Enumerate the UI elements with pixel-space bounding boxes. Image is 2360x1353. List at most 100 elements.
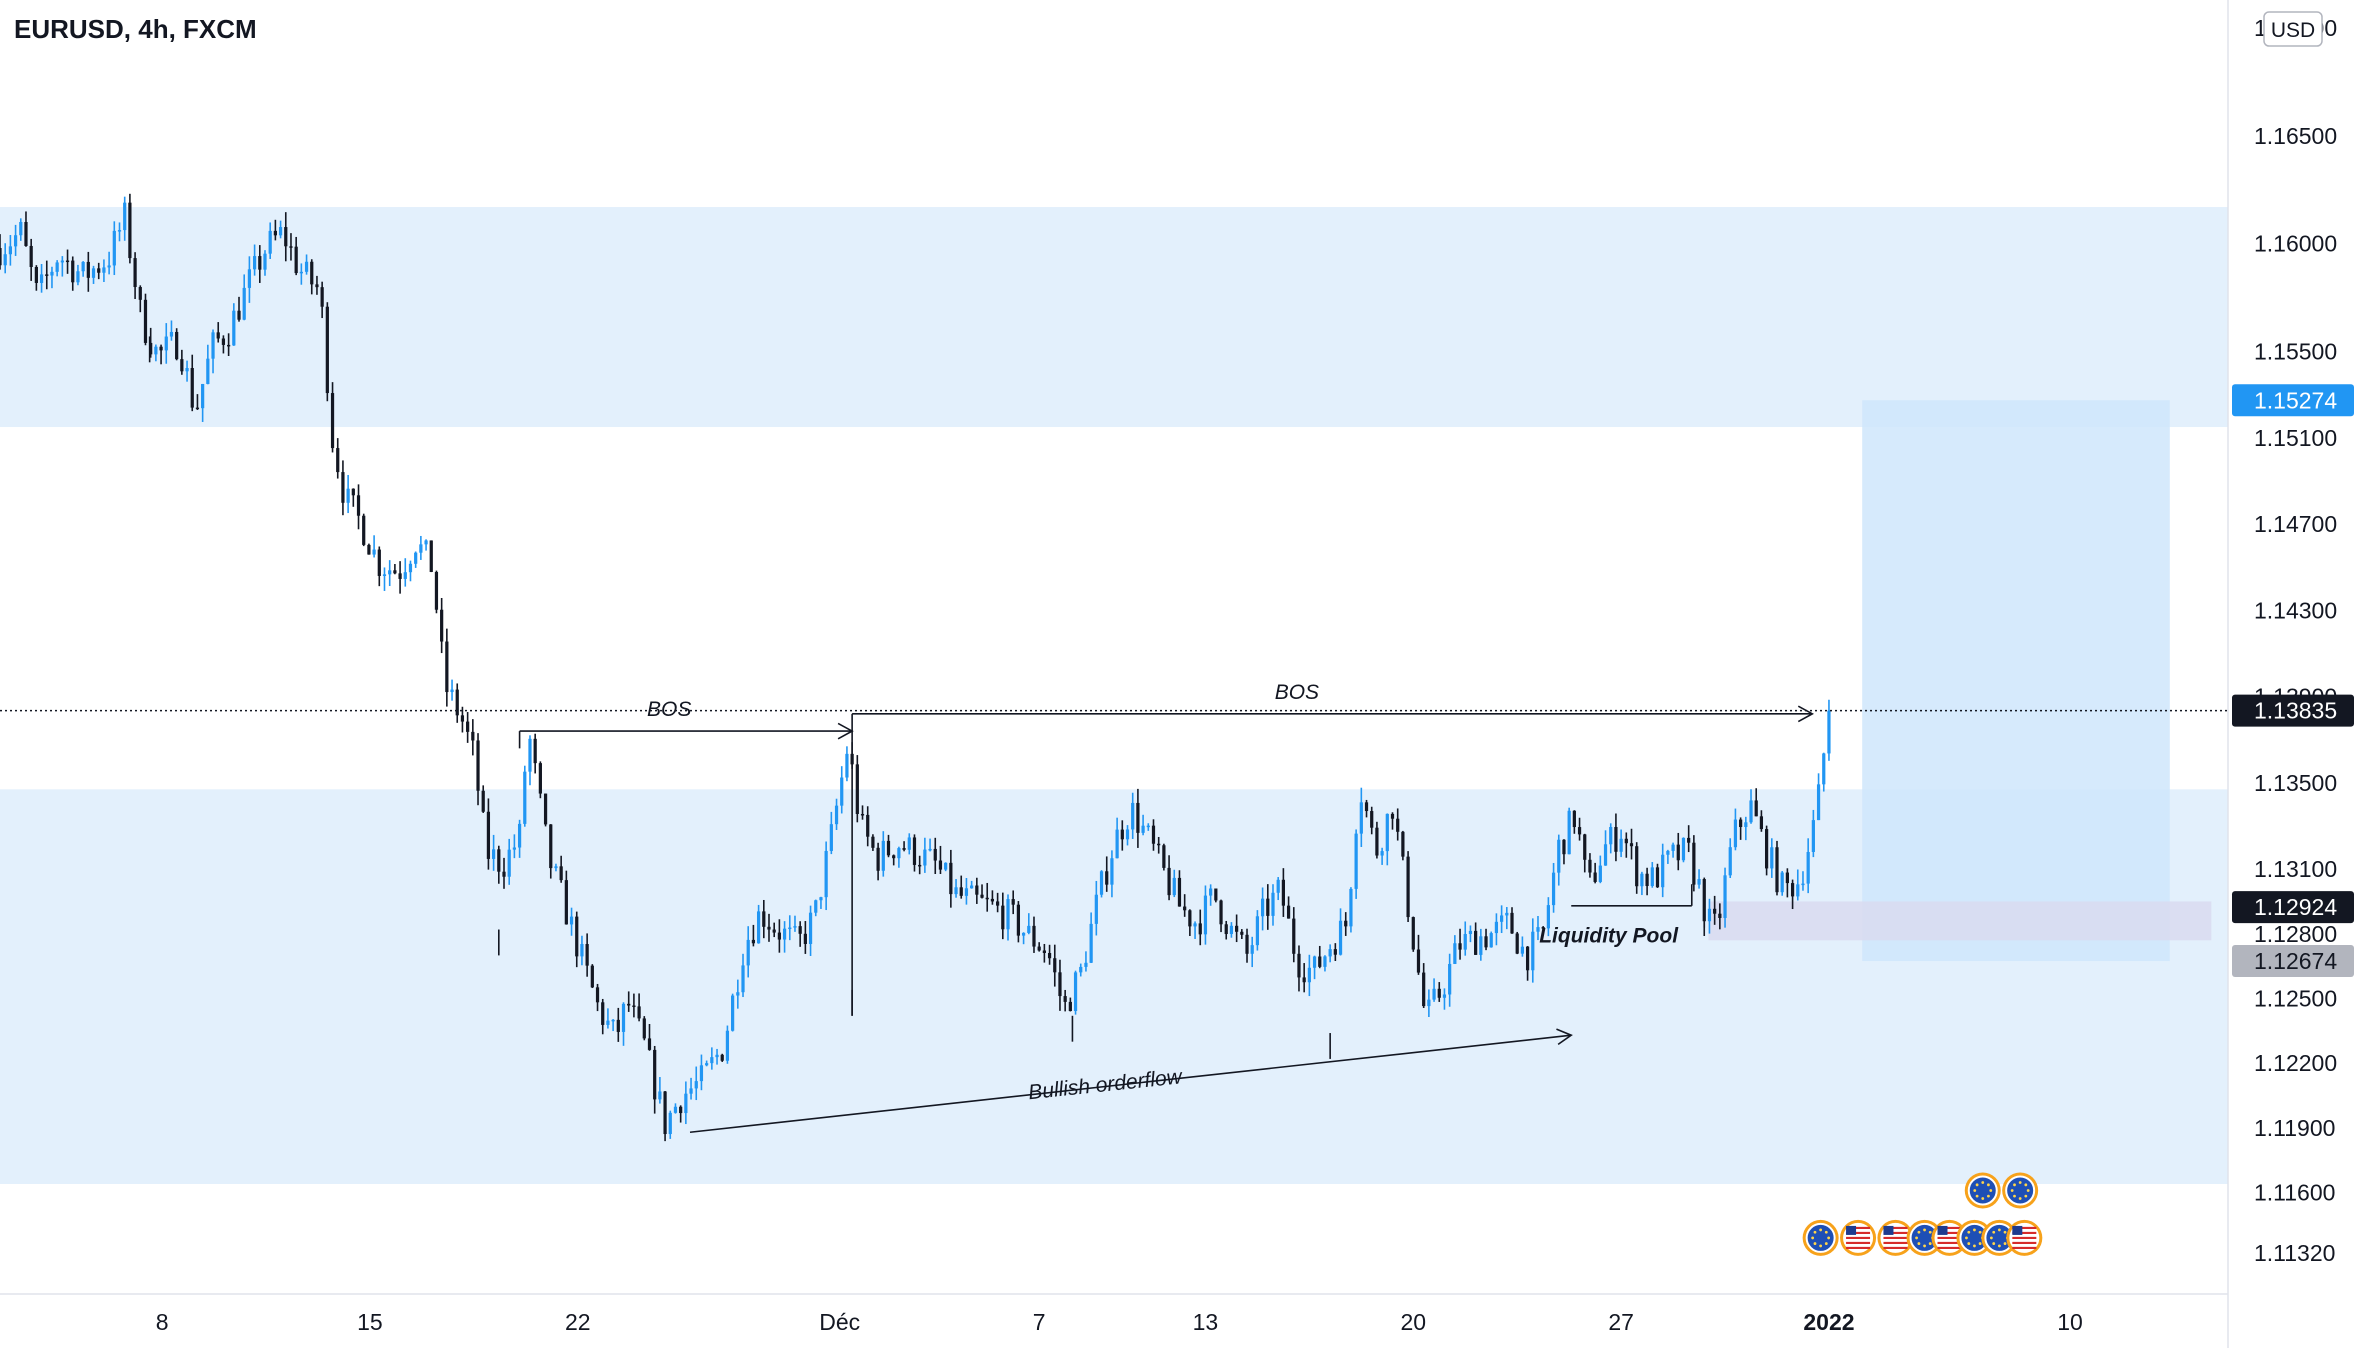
candle xyxy=(1713,895,1717,925)
time-tick-label: 10 xyxy=(2057,1309,2083,1335)
candle-body xyxy=(564,880,568,925)
candle xyxy=(1292,907,1296,963)
box-layer xyxy=(1708,400,2212,962)
candle-body xyxy=(440,609,444,642)
chart-title: EURUSD, 4h, FXCM xyxy=(14,14,257,44)
candle xyxy=(65,249,70,274)
candle-body xyxy=(907,837,911,850)
candle-body xyxy=(195,407,200,410)
eu-star xyxy=(2024,1183,2028,1187)
candle-body xyxy=(476,740,480,791)
candle-body xyxy=(1635,846,1639,887)
candle-body xyxy=(1525,946,1530,971)
candle xyxy=(507,838,511,885)
candle-body xyxy=(549,824,553,869)
candle xyxy=(673,1103,678,1114)
candle-body xyxy=(543,793,548,825)
candle-body xyxy=(1629,843,1634,847)
candle-body xyxy=(1785,872,1789,884)
eu-star xyxy=(2026,1189,2030,1192)
candle-body xyxy=(1006,899,1010,930)
candle xyxy=(1318,945,1322,969)
candle-body xyxy=(1416,949,1421,973)
candle xyxy=(871,834,875,851)
candle-body xyxy=(559,866,563,881)
candle xyxy=(123,196,127,241)
candle-body xyxy=(1551,872,1556,906)
candle xyxy=(1676,832,1680,871)
candle-body xyxy=(1479,936,1483,955)
event-marker-us xyxy=(1840,1219,1877,1256)
candle xyxy=(886,834,891,858)
candle xyxy=(0,234,2,270)
price-label-target: 1.15274 xyxy=(2232,384,2354,417)
candle-body xyxy=(1297,953,1301,978)
candle xyxy=(803,921,807,954)
price-axis[interactable]: 1.170001.165001.160001.155001.151001.147… xyxy=(2227,0,2360,1348)
candle-body xyxy=(117,230,122,232)
candle xyxy=(1328,944,1332,963)
eu-star xyxy=(1989,1189,1993,1192)
candle xyxy=(1375,821,1379,859)
candle xyxy=(1105,856,1109,892)
candle xyxy=(970,880,974,889)
candle-body xyxy=(1364,802,1369,812)
candle-body xyxy=(227,344,231,347)
candle-body xyxy=(1344,920,1348,927)
candle-body xyxy=(1510,912,1514,934)
candle-body xyxy=(1546,905,1550,929)
candle xyxy=(206,344,210,385)
candle xyxy=(356,484,361,530)
candle-body xyxy=(1359,802,1363,834)
candle xyxy=(159,344,163,365)
candle xyxy=(1385,813,1389,866)
candle xyxy=(8,235,13,266)
candle xyxy=(1687,825,1691,853)
currency-badge: USD xyxy=(2263,11,2323,47)
candle xyxy=(736,979,740,1009)
candle xyxy=(793,915,797,932)
candle xyxy=(647,1023,652,1051)
candle-body xyxy=(1032,925,1036,947)
candle-body xyxy=(1276,879,1280,893)
candle-body xyxy=(330,393,335,449)
candle xyxy=(1707,898,1712,934)
candle-body xyxy=(232,310,236,346)
candle-body xyxy=(996,901,1000,906)
candle-body xyxy=(601,1002,605,1025)
eu-star xyxy=(2024,1194,2028,1198)
candle-body xyxy=(1016,904,1021,936)
candle-body xyxy=(1531,931,1535,971)
candle xyxy=(440,597,444,654)
candle xyxy=(996,892,1000,913)
candle-body xyxy=(1146,825,1150,828)
candle-body xyxy=(336,448,340,473)
time-axis[interactable]: 8 15 22 Déc 7 13 20 27 2022 10 xyxy=(0,1293,2228,1335)
candle-body xyxy=(29,245,33,268)
candle-body xyxy=(1702,879,1706,922)
candle-body xyxy=(190,368,194,408)
price-tick-label: 1.15100 xyxy=(2254,425,2337,451)
candle xyxy=(798,921,802,947)
candle xyxy=(944,862,948,872)
candle-body xyxy=(112,230,116,266)
candle-body xyxy=(1079,966,1083,973)
candle xyxy=(445,628,449,707)
candle xyxy=(1094,880,1098,936)
candle xyxy=(902,841,906,852)
candle xyxy=(1749,789,1753,824)
candle xyxy=(1681,837,1686,863)
candle-body xyxy=(268,230,272,254)
time-tick-label: 13 xyxy=(1193,1309,1219,1335)
candle-body xyxy=(1754,800,1758,817)
candle xyxy=(491,834,496,871)
candle-body xyxy=(1266,898,1270,916)
candle xyxy=(1312,955,1317,980)
candle xyxy=(1089,912,1093,964)
candle xyxy=(71,256,75,291)
candle-body xyxy=(76,271,80,283)
candle xyxy=(1406,851,1410,923)
candle xyxy=(1032,916,1036,953)
arrow-head-4 xyxy=(1556,1028,1573,1046)
